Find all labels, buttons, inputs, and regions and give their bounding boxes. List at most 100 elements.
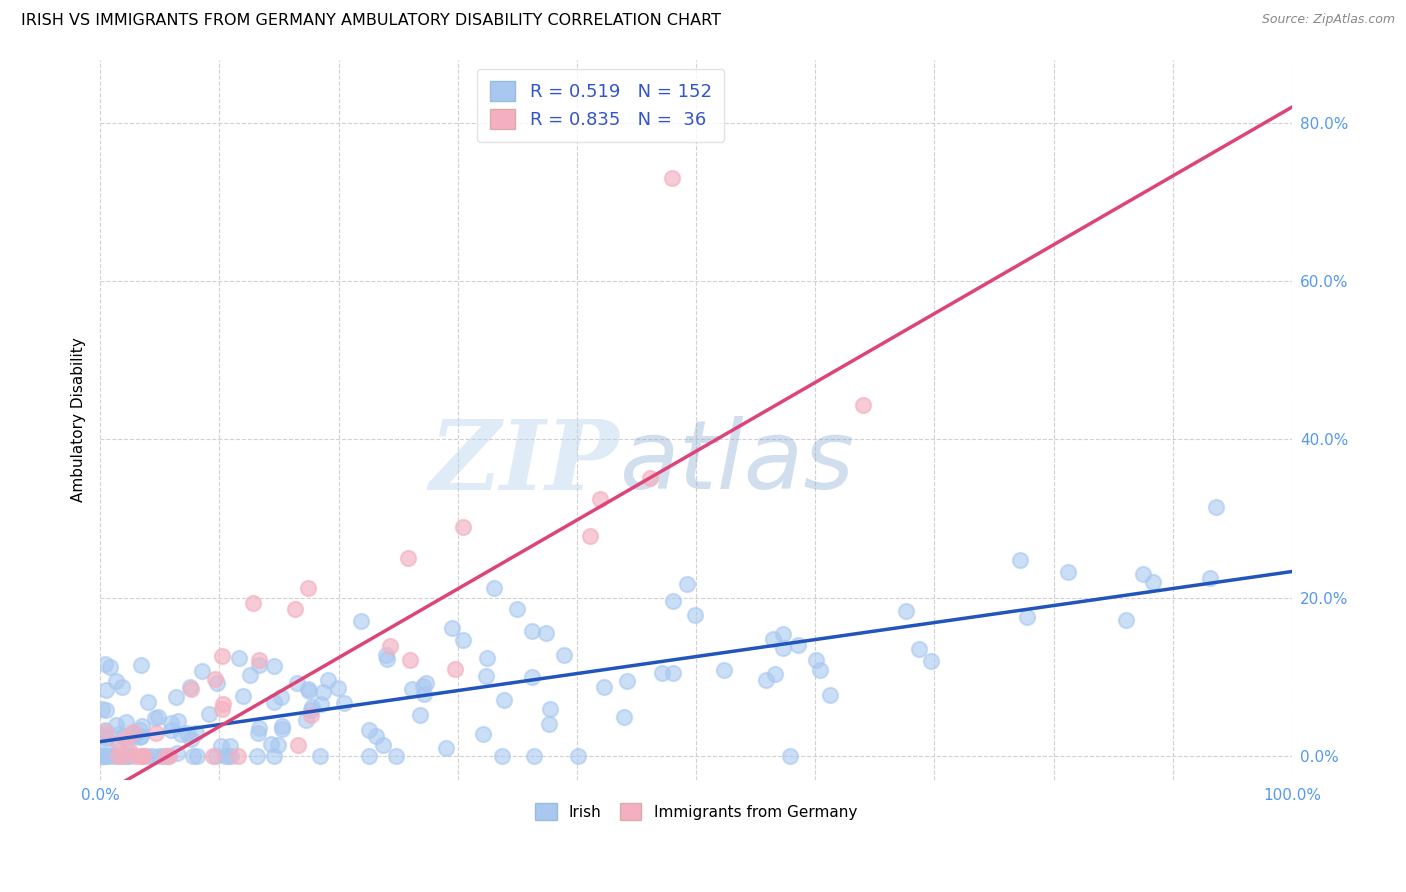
Point: [1115, 614, 1137, 628]
Point: [91, 748, 114, 763]
Point: [107, 748, 129, 763]
Point: [818, 688, 841, 702]
Point: [94, 725, 117, 739]
Point: [260, 737, 283, 751]
Point: [894, 604, 917, 618]
Point: [374, 648, 396, 662]
Point: [309, 697, 332, 711]
Point: [214, 748, 236, 763]
Point: [181, 748, 204, 763]
Point: [593, 681, 616, 695]
Point: [141, 748, 163, 763]
Point: [755, 673, 778, 688]
Y-axis label: Ambulatory Disability: Ambulatory Disability: [72, 337, 86, 502]
Point: [401, 681, 423, 696]
Point: [412, 687, 434, 701]
Point: [1142, 574, 1164, 589]
Point: [129, 730, 152, 744]
Point: [98, 660, 121, 674]
Point: [98, 748, 121, 763]
Point: [96, 683, 118, 698]
Point: [443, 662, 465, 676]
Point: [94, 748, 117, 763]
Point: [228, 748, 250, 763]
Point: [180, 731, 202, 746]
Point: [131, 719, 153, 733]
Point: [105, 673, 128, 688]
Point: [1199, 571, 1222, 585]
Point: [520, 670, 543, 684]
Point: [271, 723, 294, 737]
Point: [294, 714, 316, 728]
Point: [520, 624, 543, 638]
Point: [186, 726, 208, 740]
Point: [772, 641, 794, 656]
Point: [211, 702, 233, 716]
Point: [1015, 609, 1038, 624]
Point: [93, 748, 115, 763]
Point: [219, 739, 242, 754]
Point: [398, 653, 420, 667]
Point: [1057, 566, 1080, 580]
Point: [115, 744, 138, 758]
Text: ZIP: ZIP: [429, 416, 619, 510]
Point: [190, 664, 212, 678]
Point: [907, 642, 929, 657]
Point: [471, 727, 494, 741]
Point: [128, 723, 150, 738]
Point: [366, 729, 388, 743]
Point: [118, 748, 141, 763]
Point: [567, 748, 589, 763]
Point: [93, 748, 115, 763]
Point: [920, 654, 942, 668]
Point: [155, 748, 177, 763]
Point: [246, 748, 269, 763]
Point: [380, 639, 402, 653]
Point: [186, 748, 208, 763]
Point: [212, 698, 235, 712]
Point: [613, 709, 636, 723]
Point: [475, 651, 498, 665]
Point: [616, 673, 638, 688]
Point: [145, 726, 167, 740]
Point: [129, 748, 152, 763]
Point: [287, 738, 309, 752]
Point: [160, 716, 183, 731]
Point: [228, 651, 250, 665]
Point: [661, 171, 683, 186]
Point: [135, 748, 157, 763]
Point: [247, 653, 270, 667]
Point: [661, 594, 683, 608]
Point: [145, 711, 167, 725]
Point: [762, 632, 785, 647]
Point: [299, 708, 322, 723]
Point: [129, 730, 152, 744]
Point: [91, 702, 114, 716]
Point: [491, 748, 513, 763]
Point: [451, 520, 474, 534]
Point: [122, 729, 145, 743]
Point: [297, 581, 319, 595]
Point: [118, 743, 141, 757]
Point: [1132, 567, 1154, 582]
Point: [415, 676, 437, 690]
Point: [763, 667, 786, 681]
Point: [115, 748, 138, 763]
Text: IRISH VS IMMIGRANTS FROM GERMANY AMBULATORY DISABILITY CORRELATION CHART: IRISH VS IMMIGRANTS FROM GERMANY AMBULAT…: [21, 13, 721, 29]
Point: [440, 621, 463, 635]
Point: [1205, 500, 1227, 515]
Point: [104, 718, 127, 732]
Point: [779, 748, 801, 763]
Point: [180, 681, 202, 696]
Point: [90, 748, 112, 763]
Point: [676, 577, 699, 591]
Point: [136, 695, 159, 709]
Point: [211, 649, 233, 664]
Point: [232, 689, 254, 703]
Point: [538, 701, 561, 715]
Point: [170, 727, 193, 741]
Point: [160, 723, 183, 737]
Point: [247, 658, 270, 673]
Point: [385, 748, 408, 763]
Point: [804, 653, 827, 667]
